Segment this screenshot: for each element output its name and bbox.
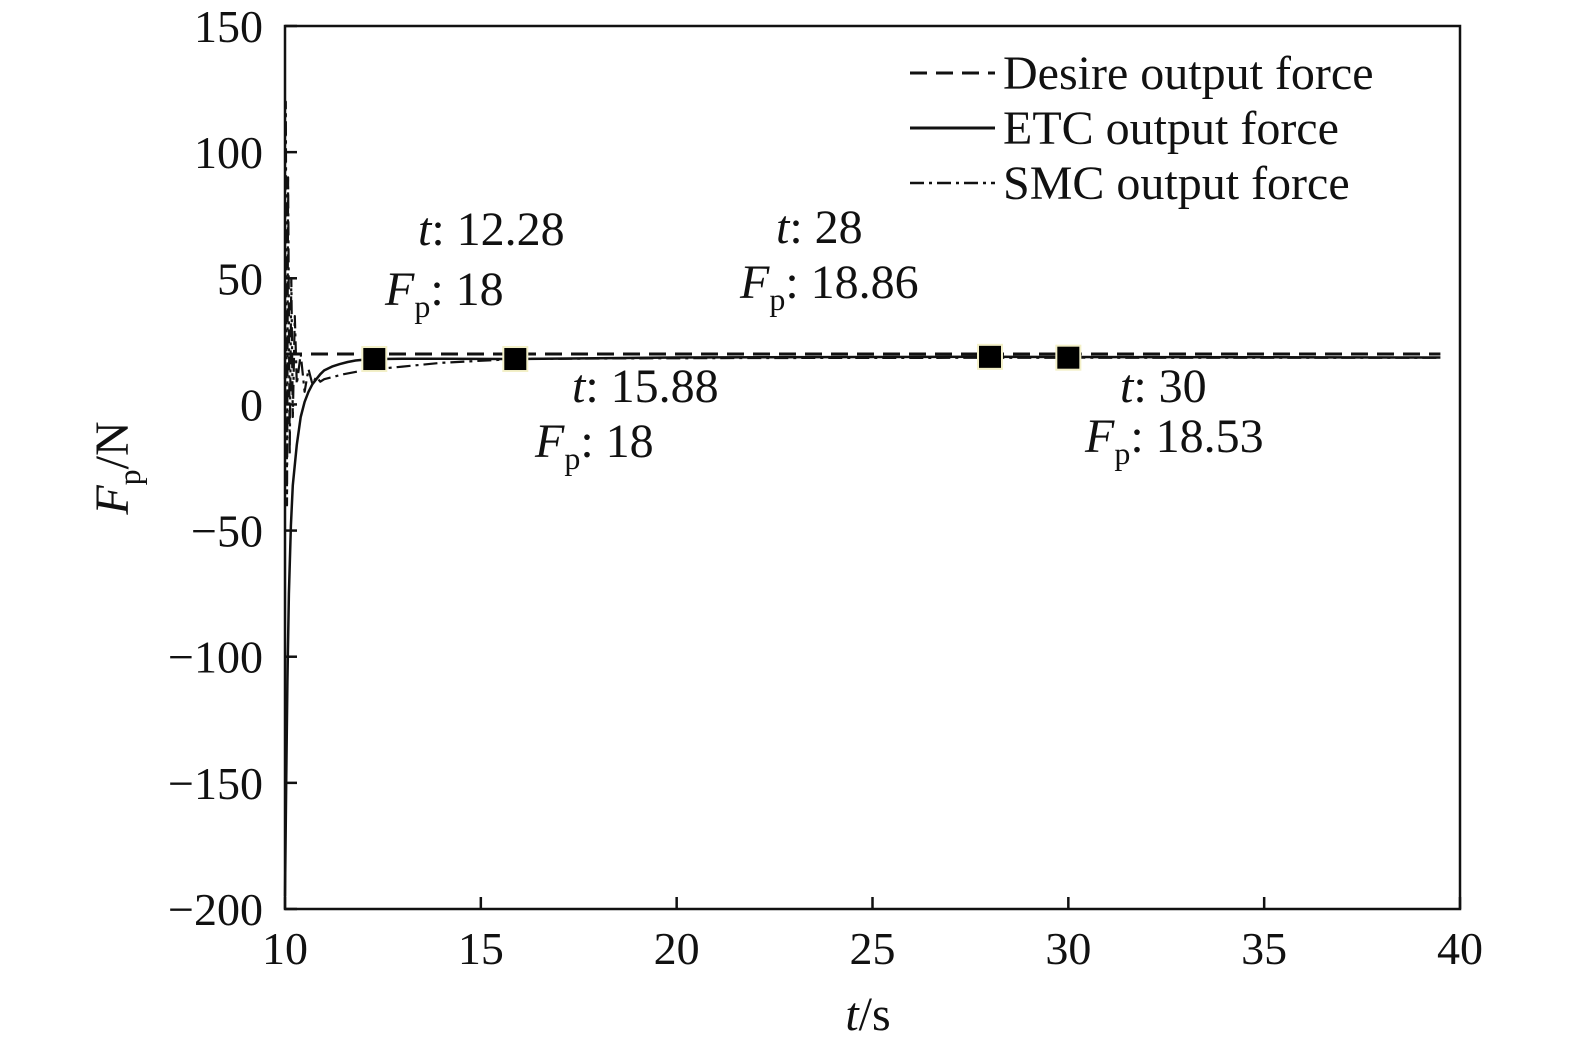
markers-layer (361, 343, 1082, 373)
legend-label-smc: SMC output force (1003, 157, 1350, 210)
svg-text:Fp: 18: Fp: 18 (534, 415, 654, 476)
ticks-layer: 10 15 20 25 30 35 40 150 100 50 0 −50 −100 −150 −200 (168, 1, 1483, 974)
annotation-1-f-sub: p (414, 288, 430, 324)
y-tick-label: 100 (194, 127, 263, 178)
annotation-2-t-label: t (572, 360, 587, 413)
svg-text:Fp: 18.53: Fp: 18.53 (1084, 410, 1264, 471)
annotation-4-f-label: F (1084, 410, 1115, 463)
x-axis-label: t/s (845, 988, 890, 1041)
y-axis-label: Fp/N (86, 421, 147, 515)
x-tick-label: 30 (1045, 923, 1091, 974)
svg-text:Fp: 18.86: Fp: 18.86 (739, 256, 919, 317)
y-tick-label: −200 (168, 884, 263, 935)
annotation-2-f-value: : 18 (580, 415, 653, 468)
data-tip-marker-3 (977, 343, 1003, 370)
annotation-1: t: 12.28 Fp: 18 (384, 203, 565, 324)
svg-text:t: 28: t: 28 (776, 201, 863, 254)
y-tick-label: 50 (217, 253, 263, 304)
series-line-2 (283, 355, 1441, 897)
annotation-3: t: 28 Fp: 18.86 (739, 201, 919, 317)
legend-label-etc: ETC output force (1003, 102, 1339, 155)
x-tick-label: 15 (458, 923, 504, 974)
annotation-4-f-sub: p (1114, 435, 1130, 471)
annotation-2-t-value: : 15.88 (585, 360, 718, 413)
annotation-1-f-label: F (384, 263, 415, 316)
x-axis-label-var: t (845, 988, 860, 1041)
annotation-4: t: 30 Fp: 18.53 (1084, 360, 1264, 471)
annotation-2-f-label: F (534, 415, 565, 468)
legend-label-desire: Desire output force (1003, 47, 1374, 100)
x-tick-label: 20 (654, 923, 700, 974)
svg-text:t: 15.88: t: 15.88 (572, 360, 719, 413)
annotation-2: t: 15.88 Fp: 18 (534, 360, 719, 476)
annotation-4-t-label: t (1120, 360, 1135, 413)
annotation-1-t-value: : 12.28 (431, 203, 564, 256)
y-tick-label: 150 (194, 1, 263, 52)
y-tick-label: 0 (240, 379, 263, 430)
data-tip-marker-4 (1055, 344, 1082, 371)
svg-text:Fp: 18: Fp: 18 (384, 263, 504, 324)
x-tick-label: 35 (1241, 923, 1287, 974)
series-line-3 (283, 100, 1441, 507)
y-tick-label: −100 (168, 632, 263, 683)
series-layer (283, 100, 1441, 897)
y-tick-label: −50 (191, 506, 263, 557)
data-tip-marker-1 (361, 346, 388, 373)
x-tick-label: 10 (262, 923, 308, 974)
svg-text:t: 30: t: 30 (1120, 360, 1207, 413)
y-axis-label-unit: /N (86, 421, 139, 469)
x-axis-label-unit: /s (859, 988, 891, 1041)
annotation-2-f-sub: p (564, 440, 580, 476)
annotation-3-t-value: : 28 (789, 201, 862, 254)
legend: Desire output force ETC output force SMC… (910, 47, 1374, 210)
y-tick-label: −150 (168, 758, 263, 809)
annotation-3-t-label: t (776, 201, 791, 254)
data-tip-marker-2 (502, 346, 529, 373)
annotation-4-f-value: : 18.53 (1130, 410, 1263, 463)
x-tick-label: 40 (1437, 923, 1483, 974)
annotation-1-f-value: : 18 (430, 263, 503, 316)
y-axis-label-var: F (86, 485, 139, 516)
annotation-3-f-value: : 18.86 (785, 256, 918, 309)
x-tick-label: 25 (850, 923, 896, 974)
annotation-3-f-sub: p (769, 281, 785, 317)
annotation-3-f-label: F (739, 256, 770, 309)
y-axis-label-sub: p (111, 469, 147, 485)
svg-text:t: 12.28: t: 12.28 (418, 203, 565, 256)
annotation-4-t-value: : 30 (1133, 360, 1206, 413)
annotation-1-t-label: t (418, 203, 433, 256)
